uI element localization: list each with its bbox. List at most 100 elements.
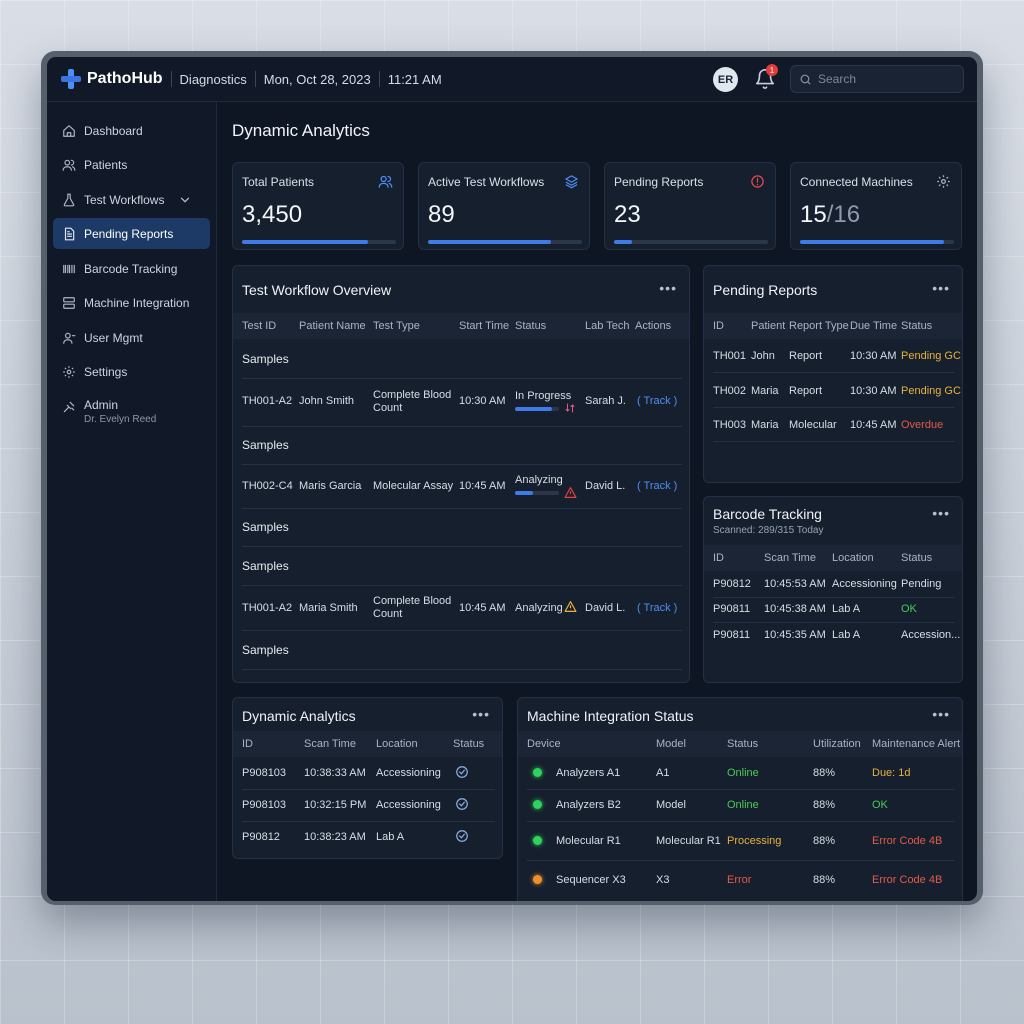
row-divider <box>242 464 682 465</box>
stat-card-connected-machines[interactable]: Connected Machines 15/16 <box>790 162 962 250</box>
column-header[interactable]: ID <box>242 738 253 750</box>
track-link[interactable]: ( Track ) <box>637 602 678 614</box>
test-id: TH001-A2 <box>242 395 293 407</box>
sidebar-item-label: Patients <box>84 157 128 172</box>
row-divider <box>242 789 495 790</box>
sidebar-item-patients[interactable]: Patients <box>53 149 210 180</box>
column-header[interactable]: ID <box>713 320 724 332</box>
stat-progress-bar <box>428 240 582 244</box>
sidebar: Dashboard Patients Test Workflows Pendin… <box>47 102 217 901</box>
track-link[interactable]: ( Track ) <box>637 480 678 492</box>
table-header: ID Scan Time Location Status <box>233 731 502 757</box>
column-header[interactable]: Utilization <box>813 738 861 750</box>
column-header[interactable]: Patient Name <box>299 320 366 332</box>
stat-card-active-test-workflows[interactable]: Active Test Workflows 89 <box>418 162 590 250</box>
column-header[interactable]: Maintenance Alert <box>872 738 961 750</box>
column-header[interactable]: Lab Tech <box>585 320 630 332</box>
status-text: Analyzing <box>515 474 563 486</box>
scan-time: 10:38:23 AM <box>304 831 366 843</box>
column-header[interactable]: Device <box>527 738 561 750</box>
column-header[interactable]: Actions <box>635 320 672 332</box>
panel-title: Pending Reports <box>713 282 818 298</box>
sidebar-item-barcode-tracking[interactable]: Barcode Tracking <box>53 253 210 284</box>
column-header[interactable]: Patient <box>751 320 786 332</box>
stat-card-pending-reports[interactable]: Pending Reports 23 <box>604 162 776 250</box>
search-input[interactable] <box>818 72 948 86</box>
column-header[interactable]: Location <box>832 552 874 564</box>
machine-integration-panel: Machine Integration Status ••• Device Mo… <box>517 697 963 901</box>
more-options-icon[interactable]: ••• <box>659 280 677 296</box>
patient-name: Maria Smith <box>299 602 358 614</box>
sidebar-item-user-mgmt[interactable]: User Mgmt <box>53 322 210 353</box>
more-options-icon[interactable]: ••• <box>932 505 950 521</box>
stat-progress-fill <box>800 240 945 244</box>
track-label: Track <box>643 395 671 407</box>
group-label: Samples <box>242 352 289 366</box>
column-header[interactable]: Model <box>656 738 686 750</box>
column-header[interactable]: Due Time <box>850 320 898 332</box>
search-icon <box>800 74 811 84</box>
test-type: Complete Blood <box>373 595 452 607</box>
column-header[interactable]: Scan Time <box>304 738 356 750</box>
device-utilization: 88% <box>813 767 836 779</box>
column-header[interactable]: Test ID <box>242 320 277 332</box>
server-icon <box>63 296 75 309</box>
sidebar-item-dashboard[interactable]: Dashboard <box>53 115 210 146</box>
column-header[interactable]: Status <box>453 738 485 750</box>
stat-card-total-patients[interactable]: Total Patients 3,450 <box>232 162 404 250</box>
row-divider <box>242 546 682 547</box>
device-utilization: 88% <box>813 799 836 811</box>
sidebar-item-test-workflows[interactable]: Test Workflows <box>53 184 210 215</box>
stat-value-main: 15 <box>800 201 827 228</box>
lab-tech: David L. <box>585 480 626 492</box>
panel-title: Dynamic Analytics <box>242 708 356 724</box>
column-header[interactable]: Test Type <box>373 320 420 332</box>
sidebar-item-settings[interactable]: Settings <box>53 356 210 387</box>
admin-label: Admin <box>84 398 119 412</box>
bell-icon[interactable] <box>754 68 776 90</box>
device-model: Model <box>656 799 686 811</box>
column-header[interactable]: Status <box>901 552 933 564</box>
device-status: Online <box>727 799 759 811</box>
track-link[interactable]: ( Track ) <box>637 395 678 407</box>
analytics-id: P90812 <box>242 831 280 843</box>
device-status: Processing <box>727 835 782 847</box>
column-header[interactable]: Report Type <box>789 320 849 332</box>
column-header[interactable]: Scan Time <box>764 552 816 564</box>
device-status: Online <box>727 767 759 779</box>
more-options-icon[interactable]: ••• <box>932 280 950 296</box>
panel-title: Machine Integration Status <box>527 708 694 724</box>
table-header: Device Model Status Utilization Maintena… <box>518 731 962 757</box>
sidebar-item-machine-integration[interactable]: Machine Integration <box>53 287 210 318</box>
scan-location: Accessioning <box>376 799 441 811</box>
chevron-down-icon[interactable] <box>178 193 192 207</box>
avatar[interactable]: ER <box>713 67 738 92</box>
sidebar-item-pending-reports[interactable]: Pending Reports <box>53 218 210 249</box>
more-options-icon[interactable]: ••• <box>472 706 490 722</box>
scan-time: 10:45:38 AM <box>764 603 826 615</box>
check-circle-icon <box>456 830 468 842</box>
alert-circle-icon <box>751 175 764 188</box>
column-header[interactable]: Start Time <box>459 320 510 332</box>
sidebar-item-admin[interactable]: Admin Dr. Evelyn Reed <box>53 394 210 434</box>
column-header[interactable]: Status <box>727 738 759 750</box>
column-header[interactable]: ID <box>713 552 724 564</box>
column-header[interactable]: Status <box>901 320 933 332</box>
device-model: X3 <box>656 874 670 886</box>
column-header[interactable]: Status <box>515 320 547 332</box>
maintenance-alert: Error Code 4B <box>872 874 943 886</box>
maintenance-alert: Error Code 4B <box>872 835 943 847</box>
more-options-icon[interactable]: ••• <box>932 706 950 722</box>
report-id: TH001 <box>713 350 747 362</box>
search-box[interactable] <box>790 65 964 93</box>
brand[interactable]: PathoHub <box>61 69 163 89</box>
stat-progress-bar <box>800 240 954 244</box>
start-time: 10:45 AM <box>459 602 506 614</box>
stat-progress-bar <box>242 240 396 244</box>
column-header[interactable]: Location <box>376 738 418 750</box>
analytics-id: P908103 <box>242 767 287 779</box>
maintenance-alert: OK <box>872 799 888 811</box>
barcode-id: P90811 <box>713 603 751 615</box>
scan-location: Lab A <box>376 831 405 843</box>
header-divider <box>170 71 172 87</box>
